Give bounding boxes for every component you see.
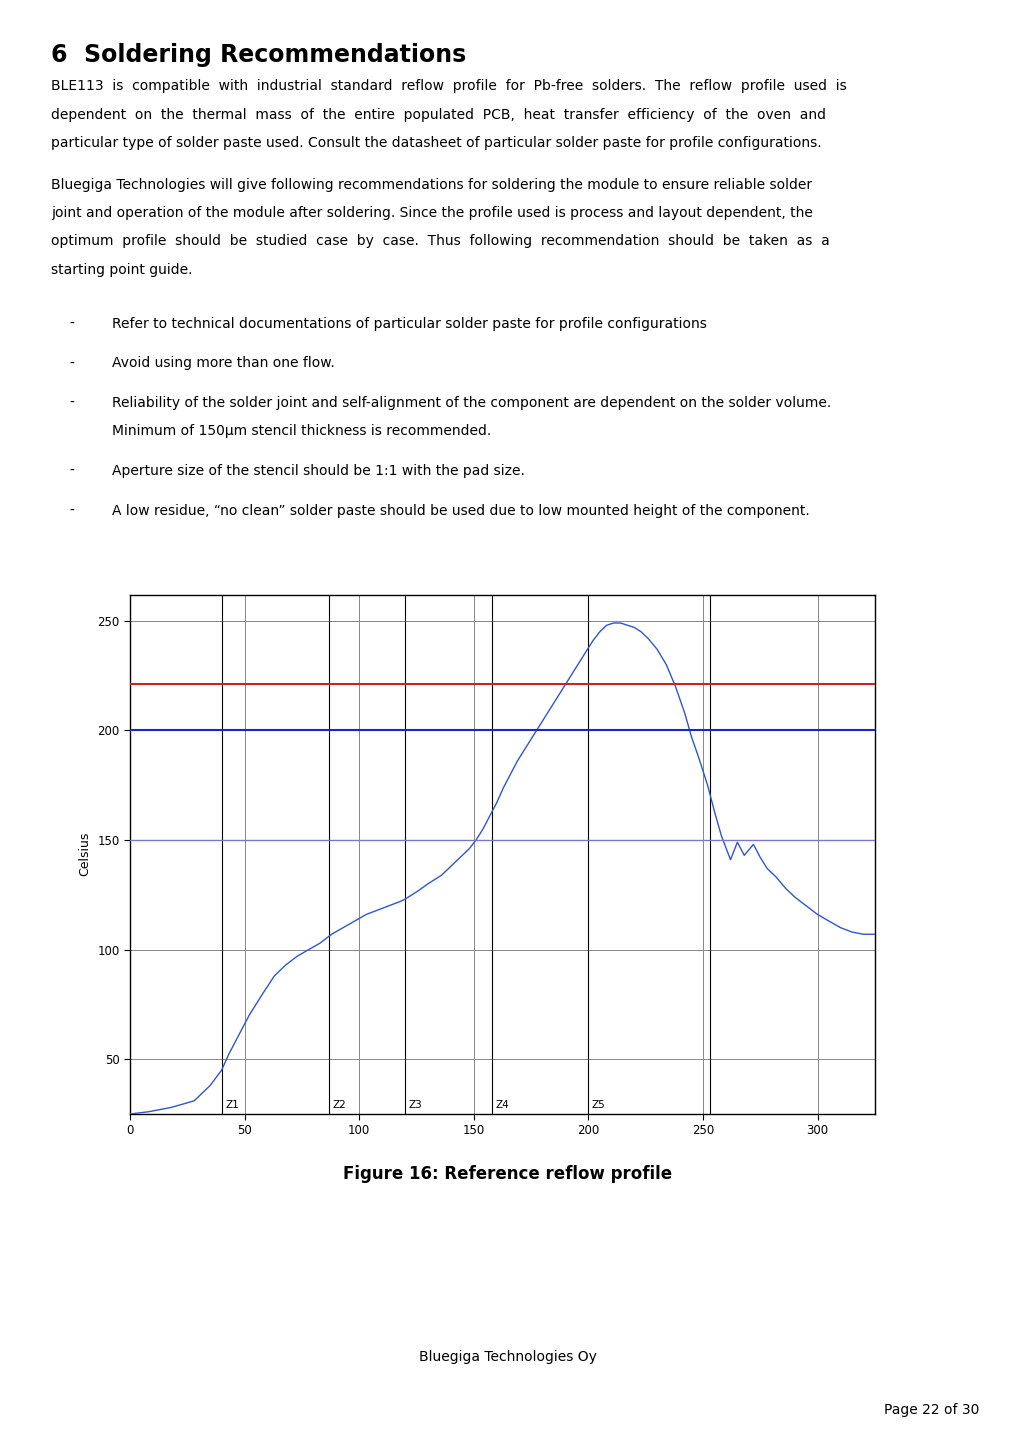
Text: Avoid using more than one flow.: Avoid using more than one flow. (112, 356, 334, 371)
Text: Z3: Z3 (408, 1100, 422, 1110)
Text: dependent  on  the  thermal  mass  of  the  entire  populated  PCB,  heat  trans: dependent on the thermal mass of the ent… (51, 108, 826, 121)
Text: 6  Soldering Recommendations: 6 Soldering Recommendations (51, 43, 466, 68)
Text: BLE113  is  compatible  with  industrial  standard  reflow  profile  for  Pb-fre: BLE113 is compatible with industrial sta… (51, 79, 847, 94)
Text: Bluegiga Technologies Oy: Bluegiga Technologies Oy (418, 1349, 597, 1364)
Text: joint and operation of the module after soldering. Since the profile used is pro: joint and operation of the module after … (51, 206, 813, 221)
Text: Z4: Z4 (495, 1100, 510, 1110)
Text: Aperture size of the stencil should be 1:1 with the pad size.: Aperture size of the stencil should be 1… (112, 463, 525, 478)
Text: Z2: Z2 (333, 1100, 346, 1110)
Text: Minimum of 150μm stencil thickness is recommended.: Minimum of 150μm stencil thickness is re… (112, 424, 491, 439)
Text: Refer to technical documentations of particular solder paste for profile configu: Refer to technical documentations of par… (112, 316, 706, 330)
Text: particular type of solder paste used. Consult the datasheet of particular solder: particular type of solder paste used. Co… (51, 136, 821, 150)
Text: Z5: Z5 (592, 1100, 606, 1110)
Text: -: - (69, 395, 74, 410)
Text: -: - (69, 356, 74, 371)
Text: Page 22 of 30: Page 22 of 30 (884, 1403, 979, 1417)
Text: optimum  profile  should  be  studied  case  by  case.  Thus  following  recomme: optimum profile should be studied case b… (51, 234, 829, 248)
Y-axis label: Celsius: Celsius (79, 833, 91, 876)
Text: -: - (69, 463, 74, 478)
Text: -: - (69, 316, 74, 330)
Text: Z1: Z1 (225, 1100, 239, 1110)
Text: A low residue, “no clean” solder paste should be used due to low mounted height : A low residue, “no clean” solder paste s… (112, 504, 809, 518)
Text: Figure 16: Reference reflow profile: Figure 16: Reference reflow profile (343, 1165, 672, 1182)
Text: Reliability of the solder joint and self-alignment of the component are dependen: Reliability of the solder joint and self… (112, 395, 831, 410)
Text: starting point guide.: starting point guide. (51, 263, 192, 277)
Text: Bluegiga Technologies will give following recommendations for soldering the modu: Bluegiga Technologies will give followin… (51, 177, 812, 192)
Text: -: - (69, 504, 74, 518)
